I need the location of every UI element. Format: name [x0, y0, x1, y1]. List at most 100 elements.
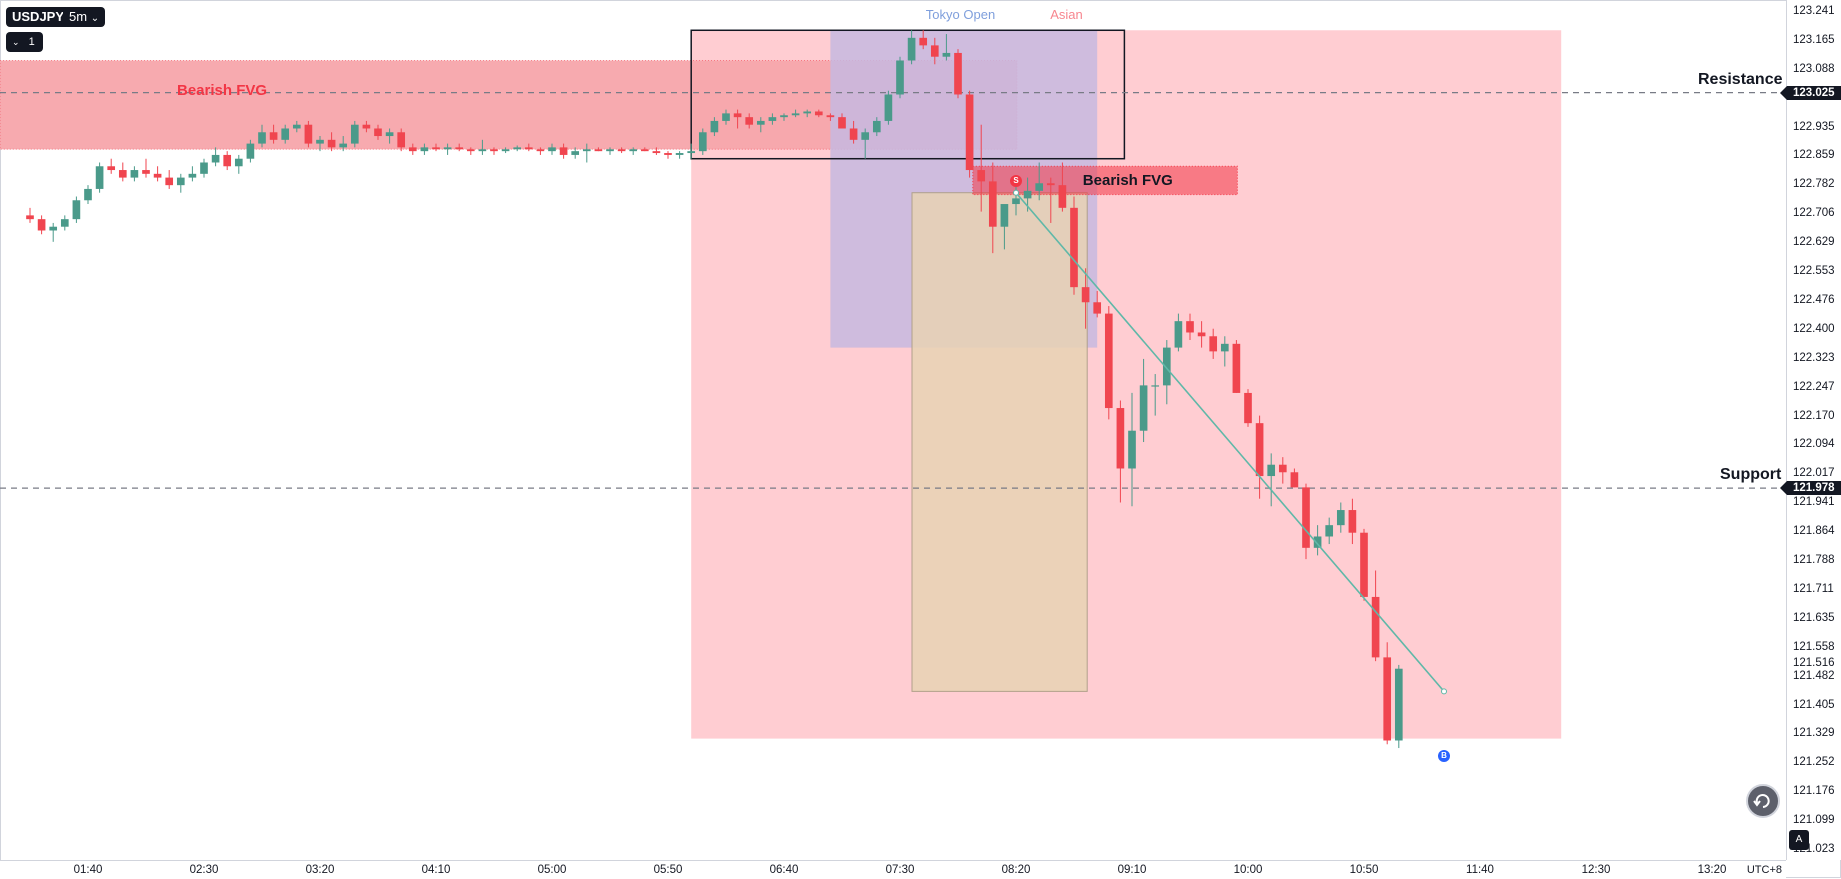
candle-body	[617, 149, 626, 152]
price-tick-label: 121.176	[1793, 785, 1835, 798]
candle-body	[304, 124, 313, 144]
candle-body	[1336, 510, 1345, 526]
candle-body	[292, 124, 301, 129]
time-tick-label: 04:10	[421, 864, 451, 876]
candle-body	[1046, 183, 1055, 186]
chart-plot-area[interactable]: USDJPY 5m ⌄ ⌄ 1 Tokyo Open Asian Bearish…	[0, 0, 1786, 860]
candle-body	[1244, 392, 1252, 424]
auto-scale-button[interactable]: A	[1789, 830, 1809, 850]
symbol-button[interactable]: USDJPY	[6, 7, 71, 27]
candle-body	[861, 132, 870, 140]
candle-body	[1348, 510, 1357, 533]
asian-session-label: Asian	[1050, 7, 1083, 22]
price-tick-label: 121.864	[1793, 525, 1835, 538]
price-tick-label: 122.553	[1793, 264, 1835, 277]
candle-body	[524, 147, 533, 150]
candle-body	[826, 115, 835, 118]
candle-body	[919, 37, 928, 46]
candle-body	[652, 151, 661, 154]
candle-body	[710, 120, 719, 133]
bearish-fvg-label-left: Bearish FVG	[177, 82, 268, 100]
candle-body	[1023, 190, 1032, 199]
price-tick-label: 122.170	[1793, 409, 1835, 422]
candle-body	[768, 117, 777, 121]
candle-body	[466, 149, 475, 152]
price-tick-label: 121.329	[1793, 727, 1835, 740]
price-tick-label: 122.629	[1793, 236, 1835, 249]
candle-body	[1209, 336, 1218, 352]
buy-signal-marker[interactable]: B	[1438, 749, 1450, 762]
candle-body	[211, 154, 220, 163]
candle-body	[629, 149, 638, 152]
candle-body	[1383, 657, 1392, 741]
position-target-box	[911, 192, 1088, 692]
layers-count: 1	[28, 36, 35, 48]
candle-body	[571, 151, 580, 155]
candle-body	[780, 115, 788, 118]
time-tick-label: 01:40	[73, 864, 103, 876]
reset-icon	[1753, 794, 1770, 808]
chevron-down-icon: ⌄	[12, 37, 20, 47]
time-tick-label: 13:20	[1697, 864, 1727, 876]
candle-body	[1255, 423, 1264, 477]
symbol-label: USDJPY	[12, 9, 65, 24]
candle-body	[733, 113, 742, 118]
trend-line-start-handle	[1013, 189, 1019, 196]
candle-body	[84, 188, 92, 201]
bearish-fvg-label-right: Bearish FVG	[1082, 172, 1173, 190]
candle-body	[455, 147, 464, 150]
candle-body	[1290, 472, 1299, 488]
price-tick-label: 122.859	[1793, 149, 1835, 162]
candle-body	[165, 177, 174, 186]
candle-body	[1325, 525, 1334, 537]
candle-body	[988, 181, 997, 227]
candle-body	[675, 153, 684, 155]
price-axis[interactable]: 123.241 123.165 123.088 122.935 122.859 122.7…	[1780, 0, 1841, 860]
interval-button[interactable]: 5m ⌄	[63, 7, 106, 27]
candle-body	[1116, 408, 1125, 469]
sell-signal-marker[interactable]: S	[1010, 175, 1022, 188]
candle-body	[1000, 204, 1009, 227]
candle-body	[49, 226, 58, 231]
candle-body	[408, 147, 417, 152]
price-tick-label: 122.400	[1793, 322, 1835, 335]
candle-body	[130, 170, 139, 178]
candlestick-chart[interactable]	[0, 0, 1786, 860]
candle-body	[176, 177, 185, 186]
layers-toggle-button[interactable]: ⌄ 1	[6, 32, 43, 52]
candle-body	[640, 149, 649, 152]
candle-body	[37, 219, 46, 231]
candle-body	[1278, 464, 1287, 473]
support-label: Support	[1720, 466, 1782, 484]
time-axis[interactable]: 01:40 02:30 03:20 04:10 05:00 05:50 06:40 07:30…	[0, 860, 1786, 879]
chevron-down-icon: ⌄	[90, 13, 100, 24]
trend-line	[1015, 192, 1445, 692]
candle-body	[1302, 487, 1310, 548]
time-tick-label: 05:50	[653, 864, 683, 876]
time-tick-label: 03:20	[305, 864, 335, 876]
candle-body	[756, 120, 765, 125]
candle-body	[362, 124, 371, 129]
price-tick-label: 121.482	[1793, 669, 1835, 682]
candle-body	[1012, 198, 1020, 205]
candle-body	[188, 173, 197, 178]
candle-body	[977, 170, 986, 182]
time-tick-label: 02:30	[189, 864, 219, 876]
candle-body	[258, 132, 266, 144]
candle-body	[1139, 385, 1148, 431]
time-tick-label: 07:30	[885, 864, 915, 876]
candle-body	[60, 219, 69, 227]
time-tick-label: 10:50	[1349, 864, 1379, 876]
candle-body	[803, 111, 812, 114]
candle-body	[269, 132, 278, 140]
candle-body	[849, 128, 858, 140]
price-tick-label: 123.165	[1793, 33, 1835, 46]
time-tick-label: 06:40	[769, 864, 799, 876]
candle-body	[234, 158, 243, 167]
candle-body	[1070, 207, 1078, 288]
candle-body	[513, 147, 522, 150]
price-tick-label: 121.788	[1793, 553, 1835, 566]
resistance-price-tag: 123.025	[1780, 85, 1841, 100]
support-price-tag: 121.978	[1780, 481, 1841, 496]
reset-chart-button[interactable]	[1746, 784, 1780, 818]
